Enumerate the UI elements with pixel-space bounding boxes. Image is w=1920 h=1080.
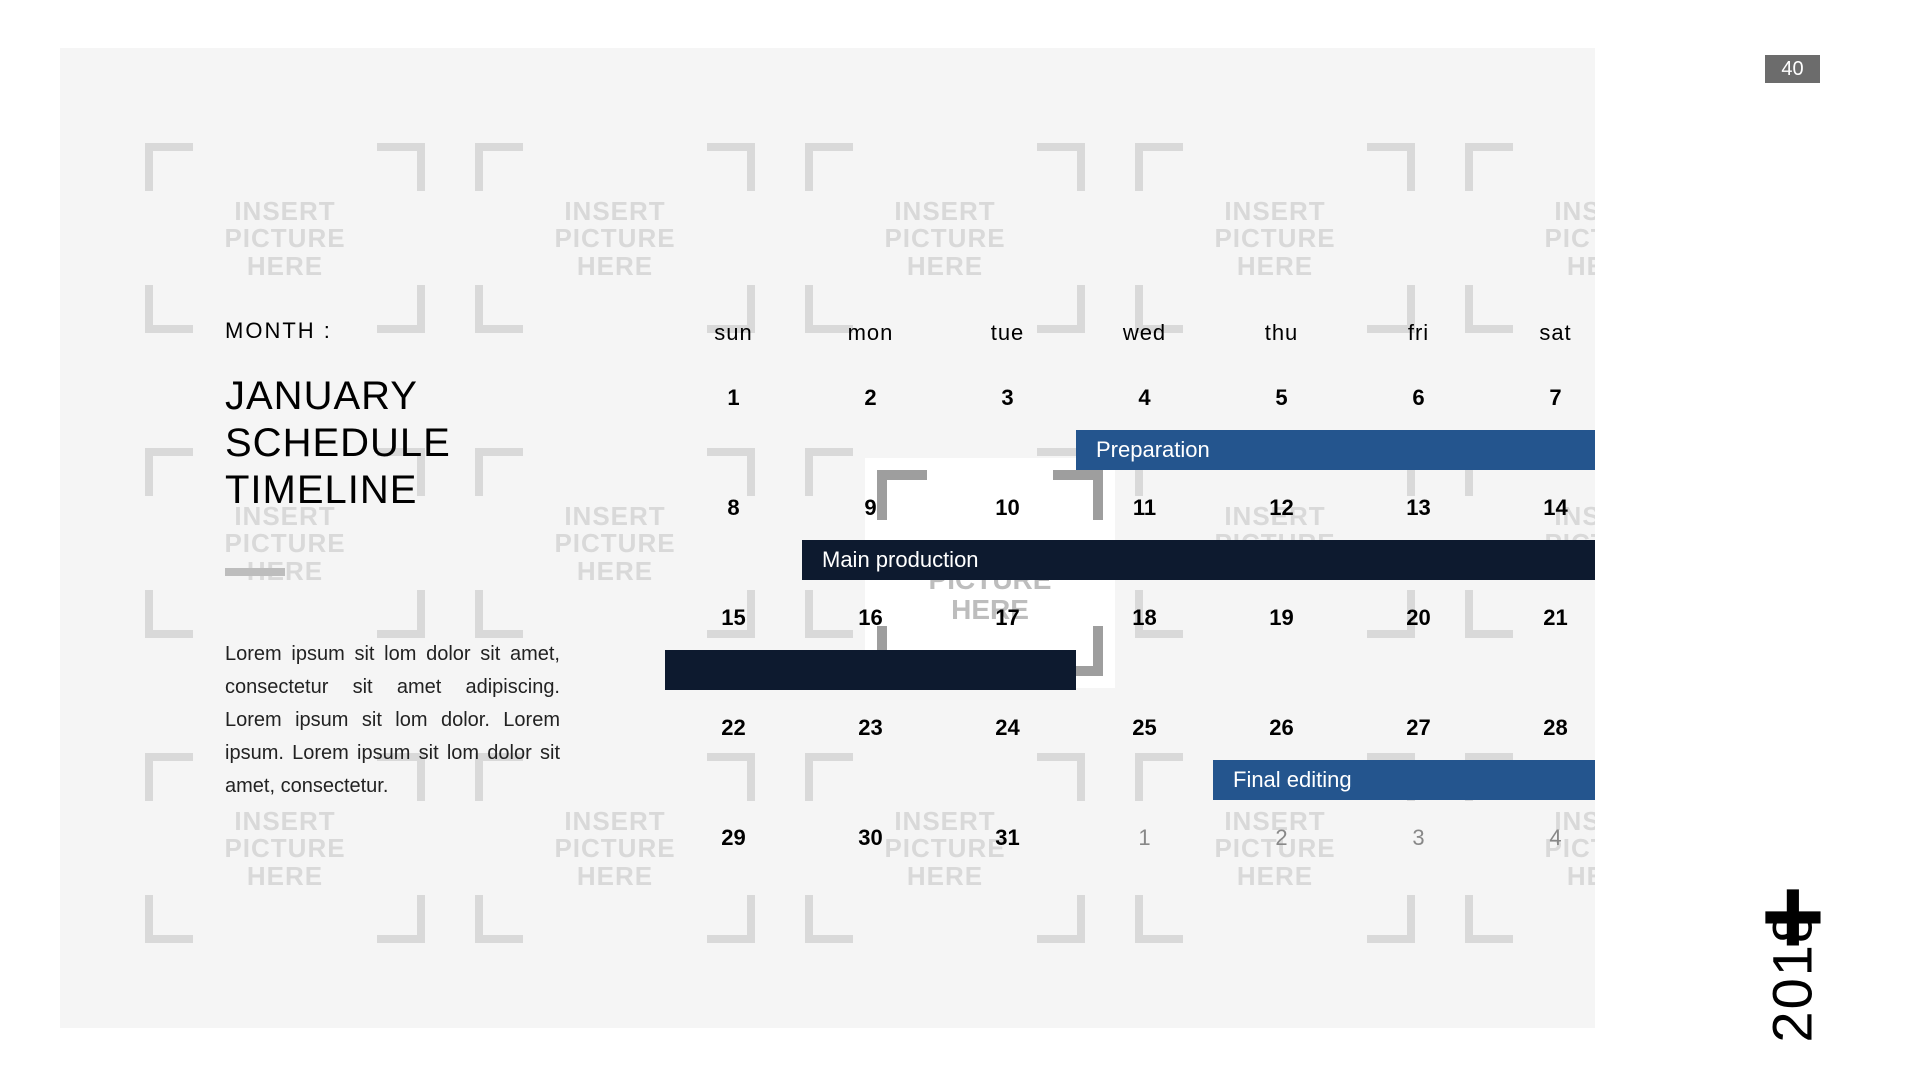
- bg-placeholder-text: INSERTPICTUREHERE: [145, 503, 425, 585]
- schedule-bar[interactable]: Final editing: [1213, 760, 1595, 800]
- calendar-day-cell: 12: [1213, 495, 1350, 521]
- calendar-week-row: 2930311234: [665, 818, 1595, 858]
- calendar-day-cell: 1: [1076, 825, 1213, 851]
- calendar-day-cell: 10: [939, 495, 1076, 521]
- title-underline: [225, 568, 285, 576]
- calendar-day-cell: 5: [1213, 385, 1350, 411]
- page-number-badge: 40: [1765, 55, 1820, 83]
- bg-placeholder-text: INSERTPICTUREHERE: [145, 198, 425, 280]
- calendar-day-cell: 28: [1487, 715, 1595, 741]
- bg-placeholder-text: INSERTPICTUREHERE: [805, 198, 1085, 280]
- bg-placeholder-text: INSERTPICTUREHERE: [1135, 198, 1415, 280]
- bg-placeholder: INSERTPICTUREHERE: [1465, 143, 1595, 333]
- schedule-bar[interactable]: [665, 650, 1076, 690]
- calendar-day-cell: 17: [939, 605, 1076, 631]
- calendar-day-cell: 29: [665, 825, 802, 851]
- calendar-day-cell: 24: [939, 715, 1076, 741]
- schedule-bar[interactable]: Preparation: [1076, 430, 1595, 470]
- calendar-day-cell: 23: [802, 715, 939, 741]
- calendar-day-cell: 4: [1076, 385, 1213, 411]
- calendar-header-row: sunmontuewedthufrisat: [665, 313, 1595, 353]
- calendar-header-cell: tue: [939, 320, 1076, 346]
- calendar-day-cell: 8: [665, 495, 802, 521]
- calendar-day-cell: 14: [1487, 495, 1595, 521]
- page-title: JANUARYSCHEDULETIMELINE: [225, 373, 451, 515]
- calendar-week-row: 1234567: [665, 378, 1595, 418]
- calendar-day-cell: 2: [1213, 825, 1350, 851]
- calendar-header-cell: mon: [802, 320, 939, 346]
- calendar-header-cell: sun: [665, 320, 802, 346]
- calendar-day-cell: 31: [939, 825, 1076, 851]
- body-paragraph: Lorem ipsum sit lom dolor sit amet, cons…: [225, 638, 560, 803]
- calendar-header-cell: thu: [1213, 320, 1350, 346]
- calendar-day-cell: 4: [1487, 825, 1595, 851]
- calendar-day-cell: 1: [665, 385, 802, 411]
- calendar-day-cell: 27: [1350, 715, 1487, 741]
- bg-placeholder-text: INSERTPICTUREHERE: [475, 198, 755, 280]
- calendar-day-cell: 6: [1350, 385, 1487, 411]
- calendar-gap-row: Main production: [665, 528, 1595, 598]
- bg-placeholder: INSERTPICTUREHERE: [145, 143, 425, 333]
- calendar-day-cell: 19: [1213, 605, 1350, 631]
- calendar-header-cell: sat: [1487, 320, 1595, 346]
- side-plus-icon: +: [1761, 884, 1825, 950]
- calendar-day-cell: 9: [802, 495, 939, 521]
- calendar-day-cell: 30: [802, 825, 939, 851]
- bg-placeholder: INSERTPICTUREHERE: [475, 143, 755, 333]
- calendar-day-cell: 2: [802, 385, 939, 411]
- schedule-bar[interactable]: Main production: [802, 540, 1595, 580]
- bg-placeholder: INSERTPICTUREHERE: [1135, 143, 1415, 333]
- calendar-header-cell: wed: [1076, 320, 1213, 346]
- calendar-gap-row: [665, 858, 1595, 928]
- calendar-gap-row: Preparation: [665, 418, 1595, 488]
- calendar-day-cell: 11: [1076, 495, 1213, 521]
- calendar-day-cell: 20: [1350, 605, 1487, 631]
- calendar-day-cell: 3: [1350, 825, 1487, 851]
- calendar-gap-row: [665, 638, 1595, 708]
- calendar-day-cell: 26: [1213, 715, 1350, 741]
- calendar-day-cell: 15: [665, 605, 802, 631]
- calendar-day-cell: 21: [1487, 605, 1595, 631]
- calendar-week-row: 22232425262728: [665, 708, 1595, 748]
- bg-placeholder-text: INSERTPICTUREHERE: [145, 808, 425, 890]
- bg-placeholder: INSERTPICTUREHERE: [805, 143, 1085, 333]
- calendar: sunmontuewedthufrisat1234567Preparation8…: [665, 313, 1595, 928]
- calendar-day-cell: 13: [1350, 495, 1487, 521]
- calendar-day-cell: 16: [802, 605, 939, 631]
- calendar-day-cell: 18: [1076, 605, 1213, 631]
- bg-placeholder-text: INSERTPICTUREHERE: [1465, 198, 1595, 280]
- calendar-gap-row: Final editing: [665, 748, 1595, 818]
- calendar-day-cell: 22: [665, 715, 802, 741]
- month-label: MONTH :: [225, 318, 332, 344]
- slide-canvas: INSERTPICTUREHERE INSERTPICTUREHERE INSERT…: [60, 48, 1595, 1028]
- calendar-header-cell: fri: [1350, 320, 1487, 346]
- calendar-week-row: 891011121314: [665, 488, 1595, 528]
- calendar-day-cell: 7: [1487, 385, 1595, 411]
- calendar-day-cell: 25: [1076, 715, 1213, 741]
- calendar-week-row: 15161718192021: [665, 598, 1595, 638]
- calendar-day-cell: 3: [939, 385, 1076, 411]
